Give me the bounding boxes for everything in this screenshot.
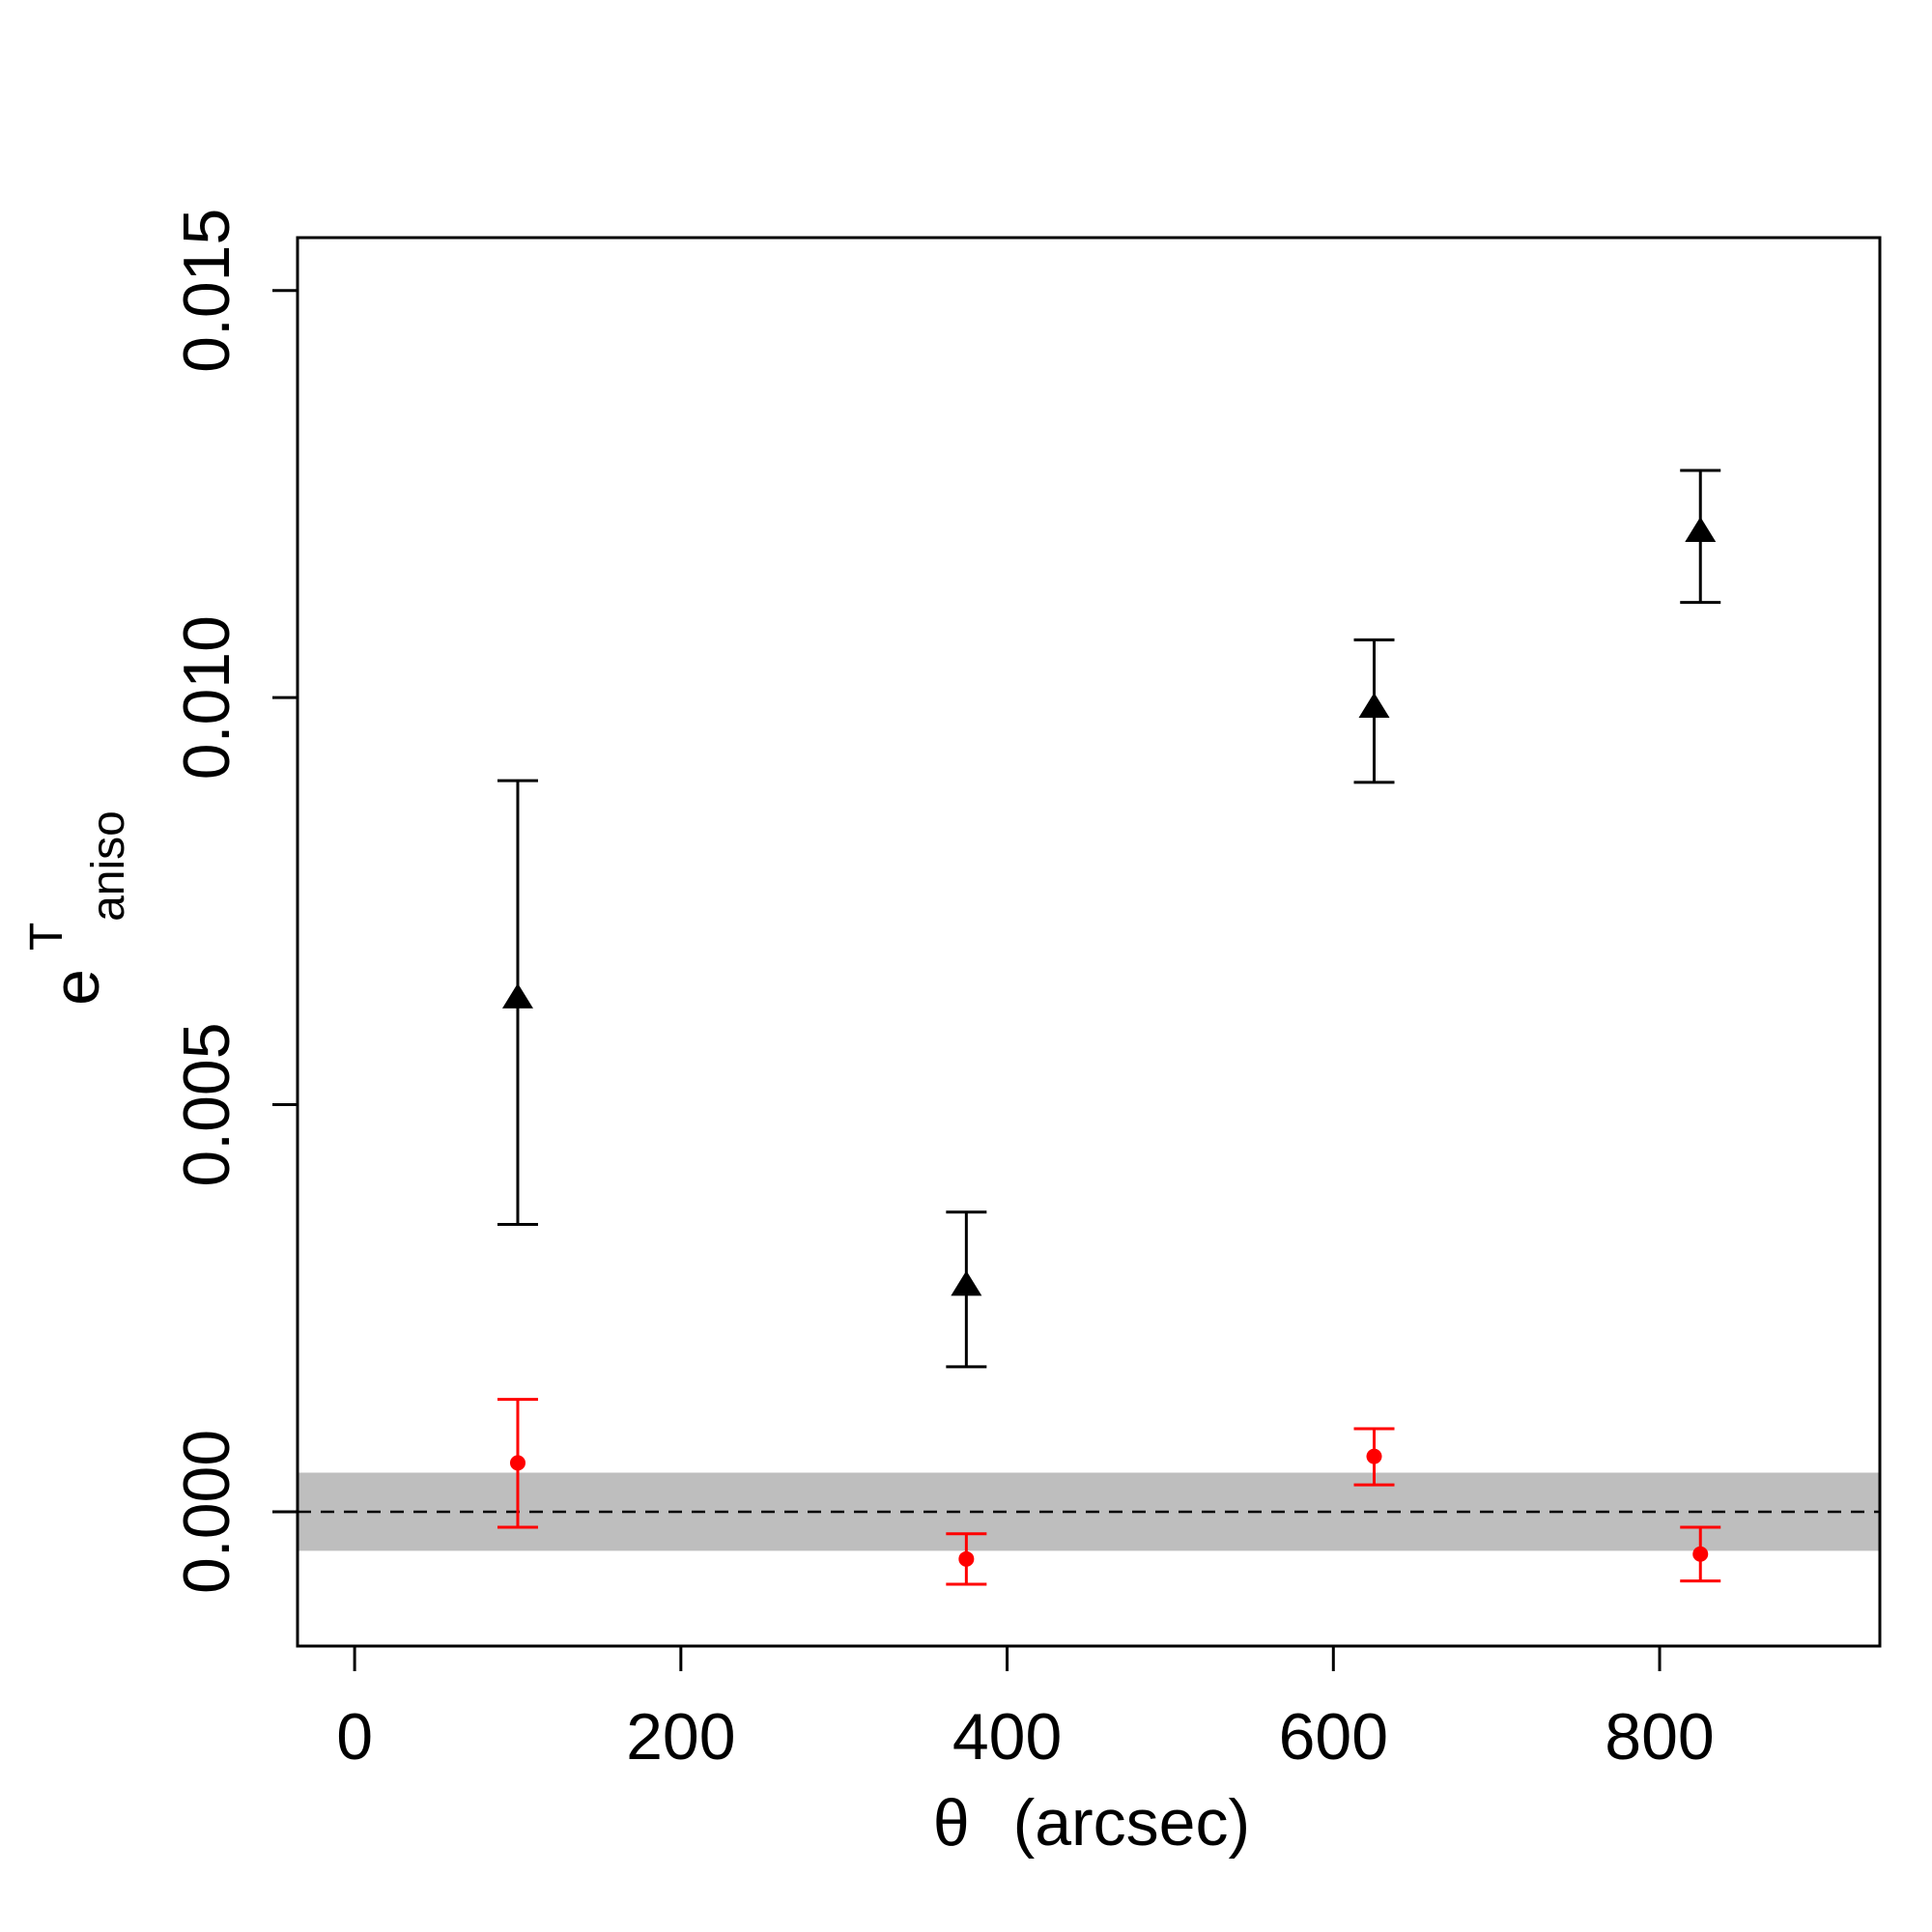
data-point [1353,638,1395,784]
x-tick-label: 800 [1605,1700,1714,1774]
data-layer [497,469,1721,1586]
y-axis-label: e T aniso [3,810,134,1006]
labels-layer: θ (arcsec) e T aniso [3,810,1250,1860]
circle-marker [509,1455,526,1471]
y-axis-label-sup: T [21,923,72,951]
data-point [1680,1525,1721,1583]
circle-marker [1692,1546,1709,1562]
y-tick-label: 0.015 [170,209,243,373]
data-point [946,1532,987,1586]
x-tick-label: 600 [1279,1700,1388,1774]
data-point [497,779,538,1226]
data-point [946,1210,987,1369]
triangle-marker [951,1270,982,1296]
x-axis-label-unit: (arcsec) [1013,1786,1251,1860]
axes-layer: 0 200 400 600 800 0.000 0.005 0.010 0.015 [170,209,1882,1774]
circle-marker [958,1550,975,1567]
data-point [1353,1427,1395,1487]
plot-frame [296,236,1882,1648]
circle-marker [1366,1448,1382,1464]
data-point [1680,469,1721,605]
y-tick-label: 0.005 [170,1022,243,1186]
y-axis-label-sub: aniso [83,810,134,922]
triangle-marker [501,982,533,1009]
triangle-marker [1358,693,1390,719]
x-tick-label: 200 [626,1700,735,1774]
x-axis-label-symbol: θ [933,1786,970,1860]
triangle-marker [1685,516,1717,542]
x-tick-label: 400 [952,1700,1062,1774]
y-axis-label-base: e [40,969,113,1006]
x-axis-label: θ (arcsec) [933,1786,1250,1860]
x-tick-label: 0 [336,1700,373,1774]
data-point [497,1398,538,1529]
y-tick-label: 0.000 [170,1430,243,1594]
y-tick-label: 0.010 [170,615,243,780]
